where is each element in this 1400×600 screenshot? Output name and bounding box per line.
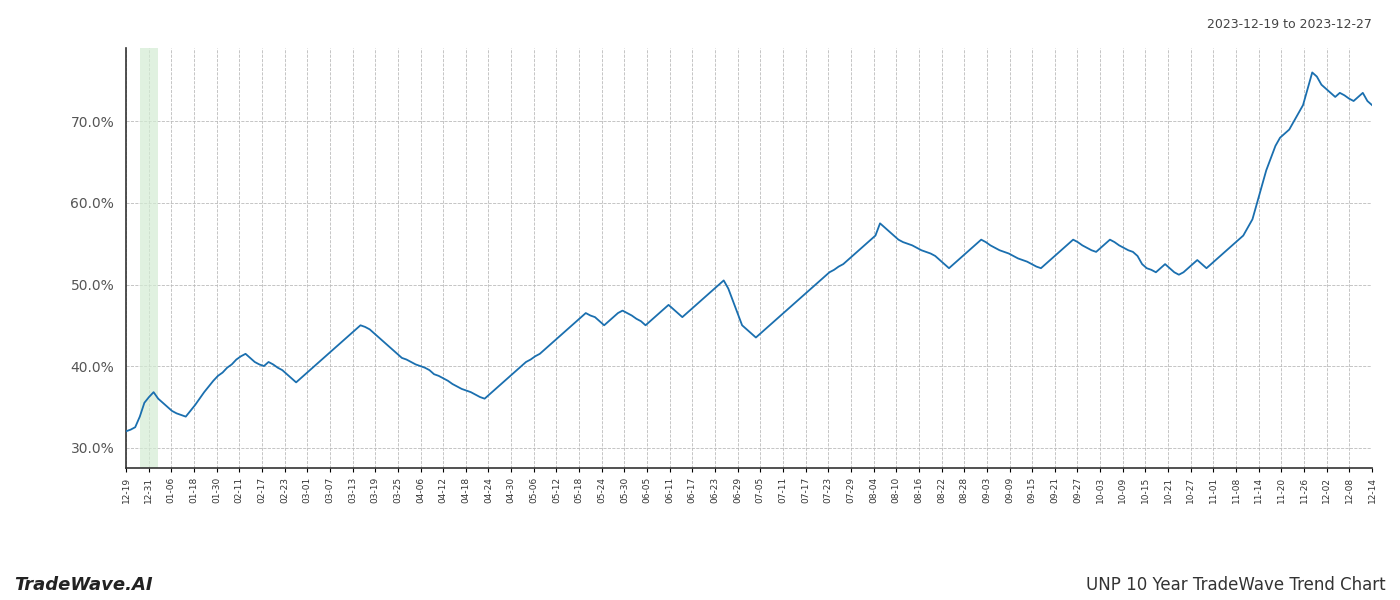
Bar bbox=[140, 48, 158, 468]
Text: 2023-12-19 to 2023-12-27: 2023-12-19 to 2023-12-27 bbox=[1207, 18, 1372, 31]
Text: TradeWave.AI: TradeWave.AI bbox=[14, 576, 153, 594]
Text: UNP 10 Year TradeWave Trend Chart: UNP 10 Year TradeWave Trend Chart bbox=[1086, 576, 1386, 594]
